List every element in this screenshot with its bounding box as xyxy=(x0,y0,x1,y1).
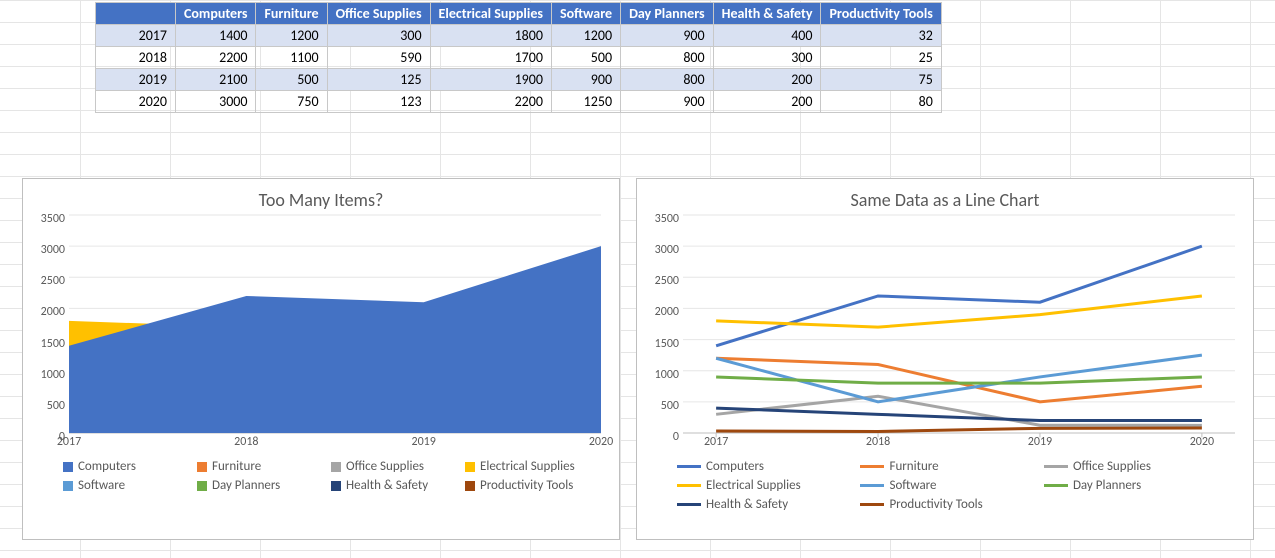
data-cell[interactable]: 1200 xyxy=(256,25,327,47)
data-cell[interactable]: 900 xyxy=(551,69,620,91)
data-cell[interactable]: 2200 xyxy=(430,91,551,113)
col-header[interactable]: Electrical Supplies xyxy=(430,3,551,25)
data-cell[interactable]: 200 xyxy=(713,91,821,113)
col-header[interactable]: Health & Safety xyxy=(713,3,821,25)
line-chart-ylabels: 0500100015002000250030003500 xyxy=(641,219,681,437)
data-cell[interactable]: 750 xyxy=(256,91,327,113)
year-cell[interactable]: 2018 xyxy=(96,47,176,69)
data-cell[interactable]: 2100 xyxy=(176,69,256,91)
data-cell[interactable]: 1800 xyxy=(430,25,551,47)
data-cell[interactable]: 900 xyxy=(621,25,714,47)
col-header[interactable]: Day Planners xyxy=(621,3,714,25)
legend-item: Health & Safety xyxy=(677,497,860,512)
data-cell[interactable]: 800 xyxy=(621,47,714,69)
legend-item: Furniture xyxy=(197,459,331,474)
legend-item: Electrical Supplies xyxy=(677,478,860,493)
year-cell[interactable]: 2017 xyxy=(96,25,176,47)
col-header[interactable] xyxy=(96,3,176,25)
data-cell[interactable]: 800 xyxy=(621,69,714,91)
data-cell[interactable]: 1400 xyxy=(176,25,256,47)
table-row[interactable]: 2017140012003001800120090040032 xyxy=(96,25,942,47)
data-cell[interactable]: 1900 xyxy=(430,69,551,91)
data-cell[interactable]: 500 xyxy=(256,69,327,91)
legend-item: Furniture xyxy=(860,459,1043,474)
line-chart-legend: ComputersFurnitureOffice Supplies Electri… xyxy=(637,453,1253,516)
col-header[interactable]: Software xyxy=(551,3,620,25)
table-row[interactable]: 201822001100590170050080030025 xyxy=(96,47,942,69)
data-cell[interactable]: 300 xyxy=(327,25,430,47)
legend-item: Software xyxy=(860,478,1043,493)
data-cell[interactable]: 500 xyxy=(551,47,620,69)
data-cell[interactable]: 200 xyxy=(713,69,821,91)
data-cell[interactable]: 300 xyxy=(713,47,821,69)
data-cell[interactable]: 75 xyxy=(821,69,941,91)
area-chart-plot xyxy=(69,215,601,433)
data-cell[interactable]: 2200 xyxy=(176,47,256,69)
data-cell[interactable]: 80 xyxy=(821,91,941,113)
area-chart-xlabels: 2017201820192020 xyxy=(69,435,601,453)
data-cell[interactable]: 3000 xyxy=(176,91,256,113)
line-chart-title: Same Data as a Line Chart xyxy=(637,179,1253,215)
line-chart-plot xyxy=(683,215,1235,433)
year-cell[interactable]: 2020 xyxy=(96,91,176,113)
data-cell[interactable]: 400 xyxy=(713,25,821,47)
area-chart-legend: ComputersFurnitureOffice SuppliesElectri… xyxy=(23,453,619,497)
data-cell[interactable]: 125 xyxy=(327,69,430,91)
col-header[interactable]: Office Supplies xyxy=(327,3,430,25)
area-chart-ylabels: 0500100015002000250030003500 xyxy=(27,219,67,437)
data-cell[interactable]: 32 xyxy=(821,25,941,47)
legend-item: Day Planners xyxy=(197,478,331,493)
data-cell[interactable]: 900 xyxy=(621,91,714,113)
data-cell[interactable]: 1700 xyxy=(430,47,551,69)
data-cell[interactable]: 25 xyxy=(821,47,941,69)
data-cell[interactable]: 590 xyxy=(327,47,430,69)
data-cell[interactable]: 123 xyxy=(327,91,430,113)
year-cell[interactable]: 2019 xyxy=(96,69,176,91)
legend-item: Productivity Tools xyxy=(465,478,599,493)
legend-item: Electrical Supplies xyxy=(465,459,599,474)
legend-item: Office Supplies xyxy=(1044,459,1227,474)
legend-item: Computers xyxy=(677,459,860,474)
legend-item: Software xyxy=(63,478,197,493)
data-cell[interactable]: 1250 xyxy=(551,91,620,113)
table-row[interactable]: 20192100500125190090080020075 xyxy=(96,69,942,91)
area-chart-title: Too Many Items? xyxy=(23,179,619,215)
area-chart[interactable]: Too Many Items? 050010001500200025003000… xyxy=(22,178,620,540)
col-header[interactable]: Computers xyxy=(176,3,256,25)
line-chart-xlabels: 2017201820192020 xyxy=(683,435,1235,453)
line-chart[interactable]: Same Data as a Line Chart 05001000150020… xyxy=(636,178,1254,540)
data-cell[interactable]: 1100 xyxy=(256,47,327,69)
data-cell[interactable]: 1200 xyxy=(551,25,620,47)
legend-item: Computers xyxy=(63,459,197,474)
legend-item: Productivity Tools xyxy=(860,497,1043,512)
col-header[interactable]: Productivity Tools xyxy=(821,3,941,25)
legend-item: Day Planners xyxy=(1044,478,1227,493)
legend-item: Health & Safety xyxy=(331,478,465,493)
table-row[interactable]: 202030007501232200125090020080 xyxy=(96,91,942,113)
legend-item: Office Supplies xyxy=(331,459,465,474)
col-header[interactable]: Furniture xyxy=(256,3,327,25)
data-table[interactable]: ComputersFurnitureOffice SuppliesElectri… xyxy=(95,2,942,113)
